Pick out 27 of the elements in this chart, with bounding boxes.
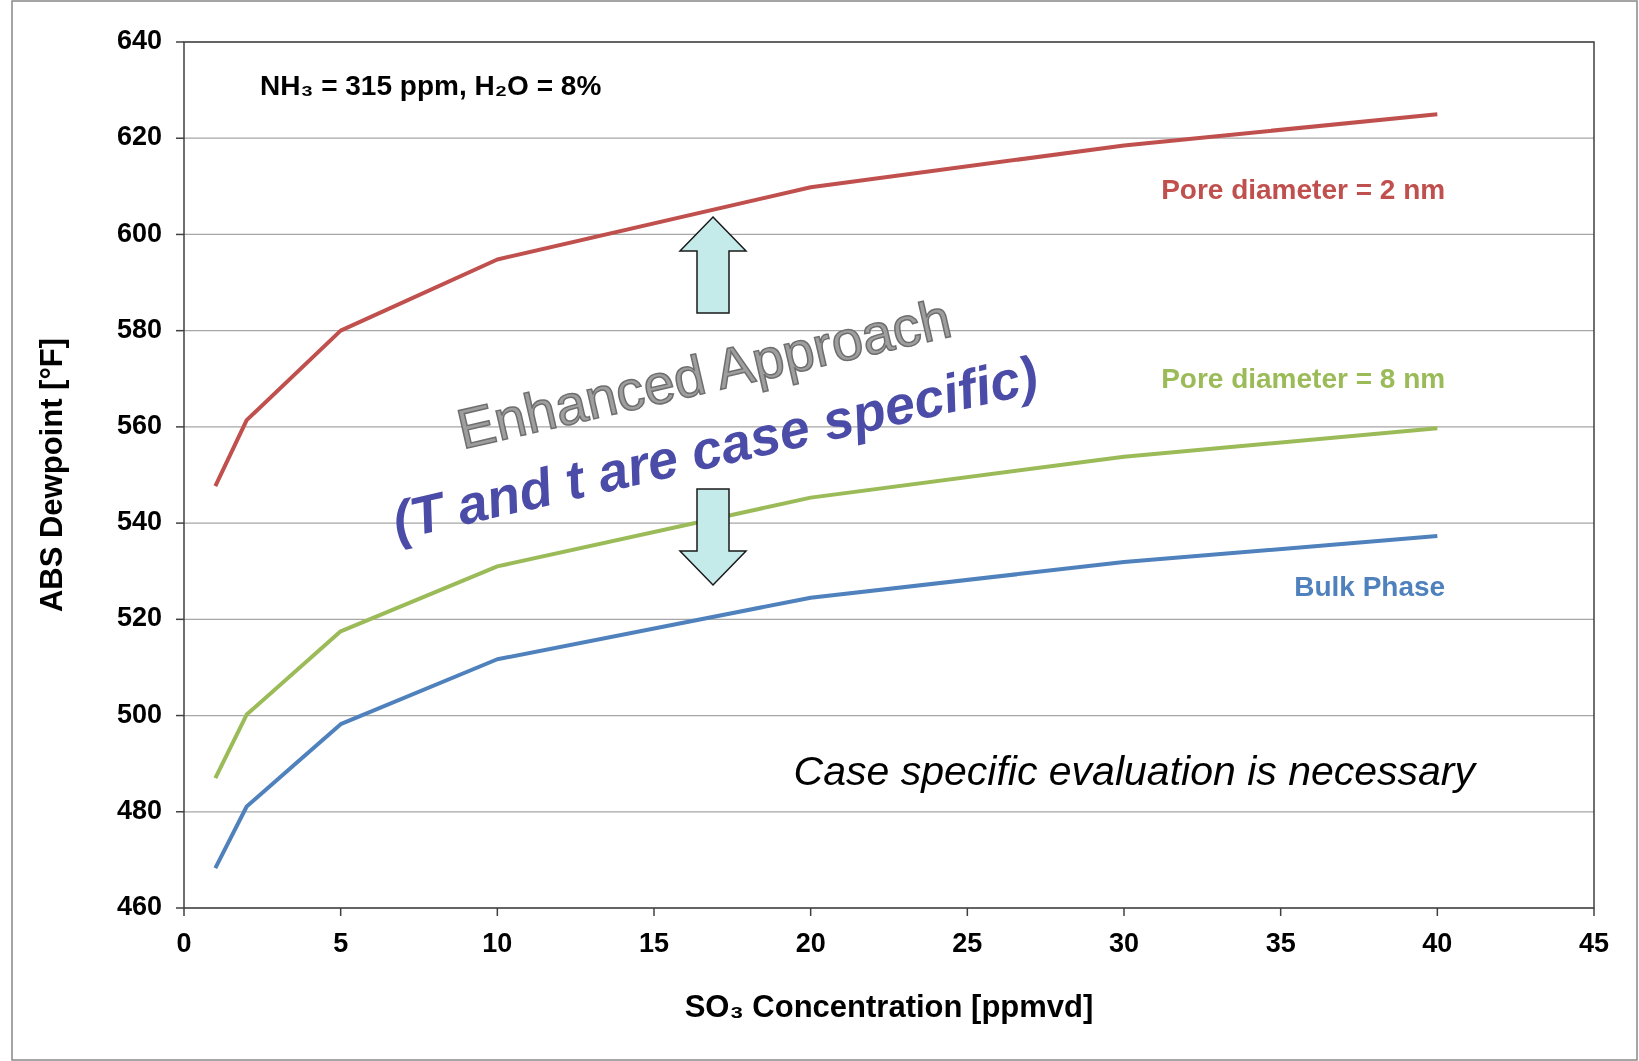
x-tick-label: 5 — [333, 928, 349, 958]
y-tick-label: 560 — [116, 410, 162, 441]
y-tick-label: 640 — [116, 25, 162, 56]
y-tick-label: 480 — [116, 794, 162, 825]
x-tick-label: 45 — [1578, 928, 1610, 958]
y-tick-label: 600 — [116, 217, 162, 248]
series-label: Pore diameter = 2 nm — [1161, 173, 1446, 205]
x-tick-label: 40 — [1422, 928, 1453, 958]
y-axis-title: ABS Dewpoint [°F] — [34, 337, 69, 613]
x-tick-label: 0 — [176, 928, 192, 958]
y-tick-label: 620 — [116, 121, 162, 152]
y-tick-label: 500 — [116, 698, 162, 729]
series-label: Pore diameter = 8 nm — [1161, 362, 1446, 394]
x-tick-label: 10 — [482, 928, 513, 958]
x-tick-label: 30 — [1108, 928, 1140, 958]
y-tick-label: 460 — [116, 891, 162, 922]
x-tick-label: 25 — [952, 928, 983, 958]
x-tick-label: 15 — [638, 928, 670, 958]
x-axis-title: SO₃ Concentration [ppmvd] — [684, 989, 1094, 1024]
x-tick-label: 20 — [795, 928, 826, 958]
y-tick-label: 520 — [116, 602, 162, 633]
x-tick-label: 35 — [1265, 928, 1296, 958]
series-label: Bulk Phase — [1294, 571, 1446, 603]
y-tick-label: 580 — [116, 313, 162, 344]
annotation: NH₃ = 315 ppm, H₂O = 8% — [260, 70, 602, 102]
annotation: Case specific evaluation is necessary — [793, 747, 1478, 794]
y-tick-label: 540 — [116, 506, 162, 537]
